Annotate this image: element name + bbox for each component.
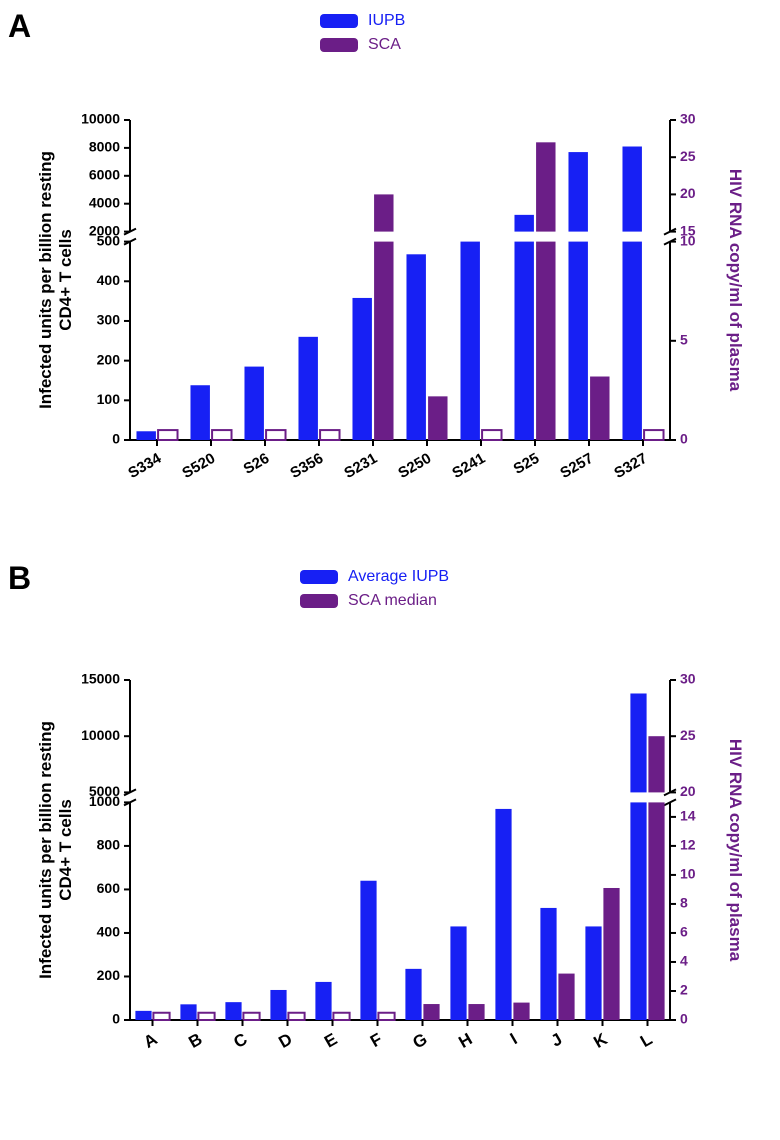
svg-text:6000: 6000 <box>89 167 120 183</box>
svg-text:30: 30 <box>680 111 696 127</box>
svg-text:300: 300 <box>97 312 121 328</box>
svg-text:15: 15 <box>680 222 696 238</box>
legend-label: SCA median <box>348 592 437 610</box>
panel-b-label: B <box>8 560 31 597</box>
y-axis-left-label: Infected units per billion resting CD4+ … <box>36 151 76 409</box>
svg-text:S257: S257 <box>557 450 596 482</box>
svg-text:25: 25 <box>680 148 696 164</box>
y-axis-right-label: HIV RNA copy/ml of plasma <box>725 739 745 961</box>
svg-text:S231: S231 <box>341 450 380 482</box>
svg-text:600: 600 <box>97 880 121 896</box>
svg-text:D: D <box>275 1029 295 1052</box>
legend-swatch <box>300 594 338 608</box>
svg-text:10000: 10000 <box>81 727 120 743</box>
svg-text:S241: S241 <box>449 450 488 482</box>
panel-b-chart: 0200400600800100050001000015000024681012… <box>60 670 730 1090</box>
svg-text:14: 14 <box>680 808 696 824</box>
svg-text:F: F <box>367 1029 385 1051</box>
legend-label: SCA <box>368 36 401 54</box>
svg-text:B: B <box>185 1029 205 1052</box>
svg-text:4: 4 <box>680 953 688 969</box>
svg-text:8: 8 <box>680 895 688 911</box>
svg-text:0: 0 <box>112 431 120 447</box>
svg-text:H: H <box>455 1029 475 1052</box>
panel-b-legend: Average IUPB SCA median <box>300 568 449 610</box>
svg-text:0: 0 <box>680 1011 688 1027</box>
svg-text:2: 2 <box>680 982 688 998</box>
svg-text:20: 20 <box>680 185 696 201</box>
svg-text:10000: 10000 <box>81 111 120 127</box>
svg-text:800: 800 <box>97 837 121 853</box>
svg-text:J: J <box>548 1029 566 1050</box>
legend-item: IUPB <box>320 12 405 30</box>
svg-text:L: L <box>637 1029 655 1051</box>
svg-text:200: 200 <box>97 351 121 367</box>
svg-text:K: K <box>590 1029 611 1052</box>
svg-text:2000: 2000 <box>89 222 120 238</box>
legend-label: Average IUPB <box>348 568 449 586</box>
svg-text:15000: 15000 <box>81 671 120 687</box>
svg-text:C: C <box>230 1029 250 1052</box>
svg-text:0: 0 <box>112 1011 120 1027</box>
svg-text:S334: S334 <box>125 449 164 482</box>
svg-text:E: E <box>321 1029 340 1051</box>
svg-text:4000: 4000 <box>89 194 120 210</box>
svg-text:S356: S356 <box>287 450 326 482</box>
svg-text:200: 200 <box>97 967 121 983</box>
svg-text:20: 20 <box>680 783 696 799</box>
svg-text:400: 400 <box>97 272 121 288</box>
svg-text:S26: S26 <box>241 450 273 478</box>
legend-swatch <box>320 14 358 28</box>
panel-a-label: A <box>8 8 31 45</box>
svg-text:10: 10 <box>680 866 696 882</box>
figure-root: A IUPBSCA 010020030040050020004000600080… <box>0 0 780 1140</box>
svg-text:S520: S520 <box>179 450 218 482</box>
svg-text:5: 5 <box>680 332 688 348</box>
panel-a-legend: IUPB SCA <box>320 12 405 54</box>
svg-text:25: 25 <box>680 727 696 743</box>
svg-text:100: 100 <box>97 391 121 407</box>
svg-text:I: I <box>507 1029 521 1048</box>
y-axis-right-label: HIV RNA copy/ml of plasma <box>725 169 745 391</box>
svg-text:12: 12 <box>680 837 696 853</box>
legend-item: Average IUPB <box>300 568 449 586</box>
svg-text:S327: S327 <box>611 450 650 482</box>
panel-a-chart: 0100200300400500200040006000800010000051… <box>60 110 730 510</box>
y-axis-left-label: Infected units per billion resting CD4+ … <box>36 721 76 979</box>
svg-text:8000: 8000 <box>89 139 120 155</box>
svg-text:30: 30 <box>680 671 696 687</box>
svg-text:400: 400 <box>97 924 121 940</box>
legend-item: SCA <box>320 36 405 54</box>
svg-text:S25: S25 <box>511 450 543 478</box>
svg-text:S250: S250 <box>395 450 434 482</box>
svg-text:0: 0 <box>680 431 688 447</box>
legend-swatch <box>320 38 358 52</box>
svg-text:6: 6 <box>680 924 688 940</box>
legend-item: SCA median <box>300 592 449 610</box>
svg-text:5000: 5000 <box>89 783 120 799</box>
svg-text:G: G <box>410 1029 431 1052</box>
legend-label: IUPB <box>368 12 405 30</box>
svg-text:A: A <box>140 1029 160 1052</box>
legend-swatch <box>300 570 338 584</box>
